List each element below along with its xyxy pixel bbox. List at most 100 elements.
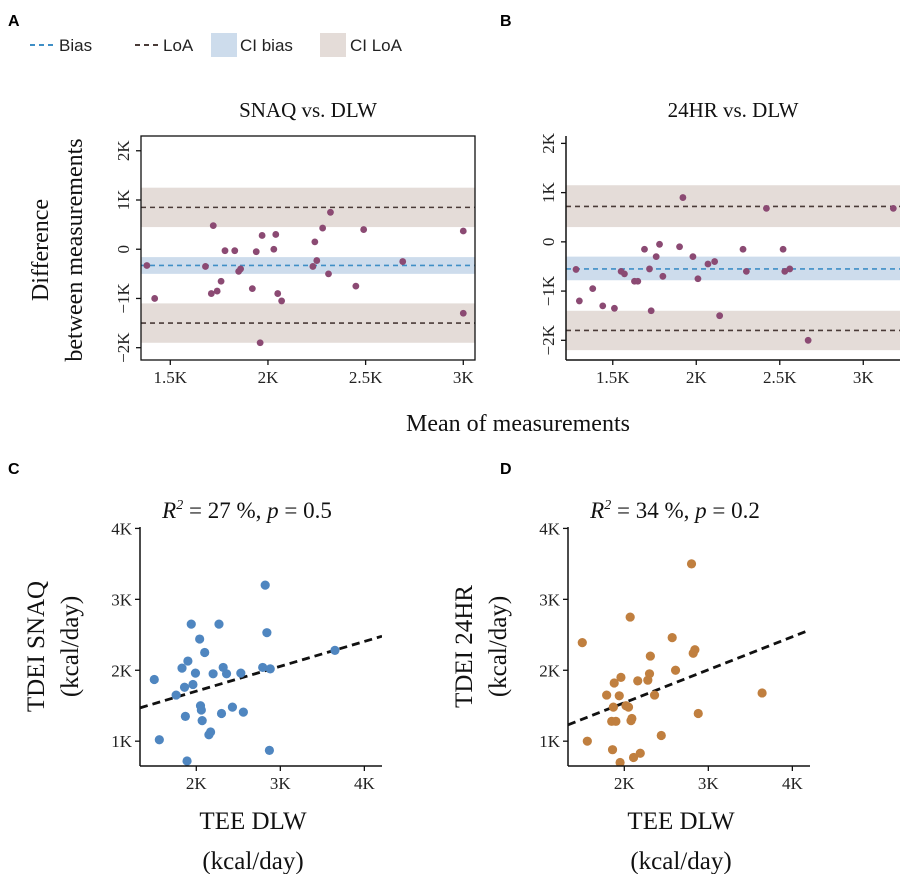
- data-point: [399, 258, 407, 265]
- data-point: [200, 647, 210, 658]
- data-point: [238, 707, 248, 717]
- data-point: [186, 619, 196, 629]
- data-point: [197, 716, 207, 726]
- title-p-value: = 0.5: [279, 498, 332, 523]
- y-tick-label: 1K: [114, 189, 133, 211]
- data-point: [202, 263, 209, 270]
- plot-area: [140, 580, 382, 766]
- data-point: [264, 745, 275, 755]
- data-point: [236, 668, 246, 678]
- plot-frame: [140, 135, 476, 361]
- x-tick-label: 2K: [186, 774, 208, 793]
- title-p-symbol: p: [265, 498, 279, 523]
- data-point: [652, 253, 660, 261]
- data-point: [237, 265, 245, 273]
- data-point: [575, 297, 583, 305]
- data-point: [319, 224, 327, 232]
- x-tick-label: 2K: [614, 774, 636, 793]
- data-point: [621, 270, 628, 278]
- panel-a-bland-altman-snaq: SNAQ vs. DLW 1.5K 2K 2.5K 3K −2K −1K 0 1K 2K: [114, 98, 476, 387]
- plot-area: [141, 187, 475, 347]
- y-tick-label: 1K: [539, 182, 558, 204]
- data-point: [149, 674, 159, 685]
- data-point: [670, 665, 681, 675]
- data-point: [676, 243, 683, 251]
- x-axis-label: TEE DLW: [199, 808, 307, 835]
- x-tick-label: 3K: [270, 774, 292, 793]
- data-point: [635, 748, 645, 758]
- data-point: [786, 265, 794, 273]
- data-point: [757, 688, 767, 698]
- data-point: [180, 711, 190, 721]
- data-point: [258, 662, 268, 673]
- data-point: [221, 669, 232, 679]
- data-point: [231, 247, 239, 255]
- data-point: [151, 295, 159, 302]
- y-tick-label: 2K: [539, 661, 561, 680]
- data-point: [196, 705, 206, 715]
- data-point: [582, 736, 592, 746]
- data-point: [214, 619, 224, 629]
- data-point: [270, 245, 278, 253]
- data-point: [221, 247, 229, 255]
- data-point: [646, 265, 653, 273]
- data-point: [633, 676, 643, 686]
- data-point: [262, 628, 272, 638]
- panel-letter-c: C: [8, 461, 20, 478]
- title-r-value: = 27 %,: [183, 498, 267, 523]
- title-p-value: = 0.2: [707, 498, 760, 523]
- data-point: [599, 302, 607, 310]
- y-tick-label: 4K: [539, 519, 561, 538]
- title-r-superscript: 2: [176, 498, 183, 513]
- data-point: [628, 752, 639, 763]
- data-point: [274, 290, 282, 297]
- data-point: [711, 258, 719, 265]
- data-point: [679, 194, 687, 201]
- data-point: [330, 645, 340, 656]
- data-point: [647, 307, 655, 315]
- y-tick-label: −1K: [114, 283, 133, 314]
- data-point: [207, 290, 215, 297]
- data-point: [779, 245, 787, 253]
- data-point: [611, 304, 618, 312]
- data-point: [608, 702, 618, 712]
- y-tick-label: 3K: [111, 590, 133, 609]
- data-point: [459, 227, 467, 235]
- title-r-symbol: R: [161, 498, 176, 523]
- data-point: [577, 637, 587, 648]
- legend-loa-label: LoA: [163, 36, 194, 55]
- data-point: [690, 645, 700, 655]
- data-point: [209, 222, 217, 230]
- x-tick-label: 1.5K: [596, 368, 630, 387]
- panel-title: SNAQ vs. DLW: [239, 98, 377, 122]
- data-point: [265, 664, 275, 674]
- panel-title: R2 = 27 %, p = 0.5: [161, 498, 332, 523]
- data-point: [313, 257, 321, 264]
- data-point: [656, 730, 666, 741]
- data-point: [614, 691, 624, 701]
- data-point: [182, 756, 192, 766]
- data-point: [183, 656, 193, 666]
- data-point: [258, 232, 266, 239]
- data-point: [188, 679, 198, 690]
- x-tick-label: 3K: [698, 774, 720, 793]
- data-point: [645, 651, 655, 661]
- y-tick-label: −2K: [114, 332, 133, 363]
- data-point: [309, 263, 317, 270]
- data-point: [171, 690, 181, 700]
- data-point: [716, 312, 724, 320]
- bland-altman-y-label-line1: Difference: [28, 199, 54, 301]
- data-point: [352, 282, 360, 290]
- data-point: [177, 663, 187, 673]
- data-point: [327, 208, 334, 216]
- title-r-value: = 34 %,: [611, 498, 695, 523]
- x-tick-label: 2.5K: [349, 368, 383, 387]
- panel-d-regression-24hr: R2 = 34 %, p = 0.2 2K 3K 4K 1K 2K 3K 4K TEE DLW (…: [451, 498, 810, 874]
- panel-b-bland-altman-24hr: 24HR vs. DLW 1.5K 2K 2.5K 3K −2K −1K 0 1K 2K: [539, 98, 900, 387]
- data-point: [208, 669, 218, 679]
- legend-ci-bias-label: CI bias: [240, 36, 293, 55]
- data-point: [360, 226, 368, 233]
- data-point: [656, 240, 663, 248]
- data-point: [627, 713, 637, 724]
- x-axis-label-units: (kcal/day): [202, 848, 303, 874]
